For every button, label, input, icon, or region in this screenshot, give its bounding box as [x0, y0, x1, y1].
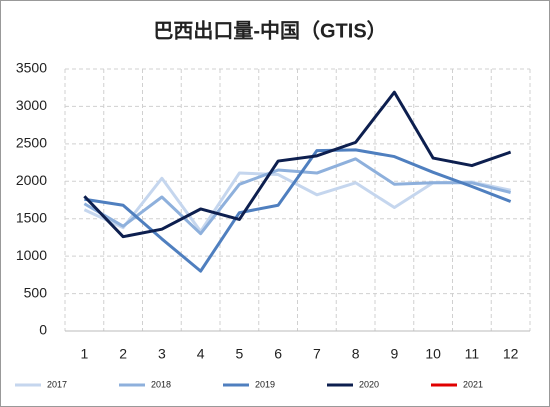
x-tick-label: 11 — [465, 346, 480, 362]
series-line — [83, 157, 511, 236]
x-tick-label: 12 — [503, 346, 519, 362]
y-tick-label: 1000 — [16, 247, 47, 263]
legend-label: 2017 — [47, 379, 67, 389]
x-tick-label: 9 — [390, 346, 398, 362]
y-tick-label: 500 — [24, 284, 48, 300]
y-tick-label: 3000 — [16, 97, 47, 113]
y-tick-label: 1500 — [16, 209, 47, 225]
y-tick-label: 2000 — [16, 172, 47, 188]
y-tick-label: 3500 — [16, 60, 47, 76]
x-tick-label: 2 — [119, 346, 127, 362]
x-tick-label: 10 — [425, 346, 441, 362]
series-line — [84, 148, 512, 273]
legend-label: 2018 — [151, 379, 171, 389]
x-tick-label: 6 — [274, 346, 282, 362]
y-tick-label: 2500 — [16, 135, 47, 151]
y-tick-label: 0 — [39, 322, 47, 338]
legend-label: 2021 — [463, 379, 483, 389]
x-tick-label: 7 — [313, 346, 321, 362]
series-line — [83, 90, 512, 239]
x-tick-label: 3 — [158, 346, 166, 362]
chart-title: 巴西出口量-中国（GTIS） — [153, 18, 386, 42]
x-tick-label: 1 — [80, 346, 88, 362]
x-tick-label: 5 — [235, 346, 243, 362]
x-tick-label: 4 — [197, 346, 205, 362]
legend: 2017 2018 2019 2020 2021 — [15, 379, 483, 389]
legend-label: 2020 — [359, 379, 379, 389]
x-tick-label: 8 — [352, 346, 360, 362]
legend-label: 2019 — [255, 379, 275, 389]
